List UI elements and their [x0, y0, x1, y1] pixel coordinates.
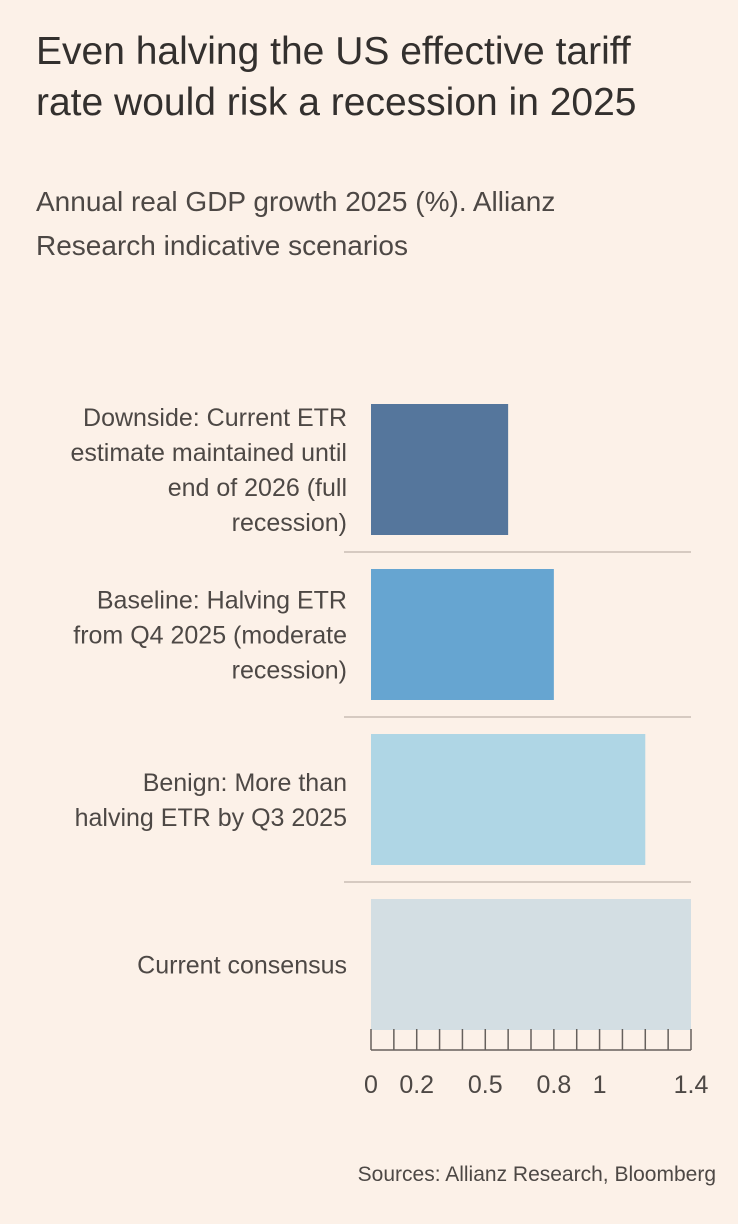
- category-label: Baseline: Halving ETR from Q4 2025 (moder…: [73, 587, 347, 685]
- category-label: Current consensus: [137, 952, 347, 980]
- x-tick-label: 0: [364, 1071, 378, 1099]
- category-label: Downside: Current ETR estimate maintained…: [70, 404, 347, 537]
- bar-3: [371, 734, 646, 865]
- x-tick-label: 1.4: [674, 1071, 709, 1099]
- x-tick-label: 0.8: [536, 1071, 571, 1099]
- chart-subtitle: Annual real GDP growth 2025 (%). Allianz…: [36, 186, 556, 261]
- bar-1: [371, 404, 509, 535]
- x-tick-label: 1: [593, 1071, 607, 1099]
- bar-2: [371, 569, 554, 700]
- source-note: Sources: Allianz Research, Bloomberg: [357, 1163, 716, 1186]
- bar-4: [371, 899, 691, 1030]
- bar-chart: Downside: Current ETR estimate maintained…: [70, 404, 709, 1099]
- x-tick-label: 0.2: [399, 1071, 434, 1099]
- chart-title: Even halving the US effective tariff rat…: [36, 30, 637, 124]
- category-label: Benign: More than halving ETR by Q3 2025: [75, 769, 347, 832]
- x-tick-label: 0.5: [468, 1071, 503, 1099]
